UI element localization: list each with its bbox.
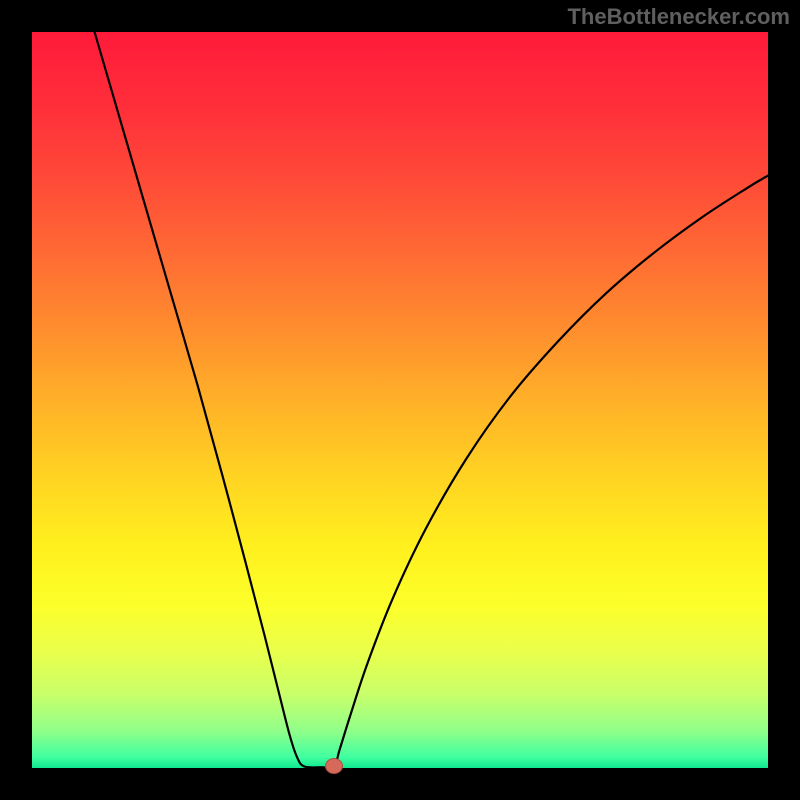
watermark-text: TheBottlenecker.com <box>567 4 790 30</box>
optimal-point-marker <box>325 758 343 774</box>
watermark-label: TheBottlenecker.com <box>567 4 790 29</box>
chart-container: TheBottlenecker.com <box>0 0 800 800</box>
plot-area <box>32 32 768 768</box>
